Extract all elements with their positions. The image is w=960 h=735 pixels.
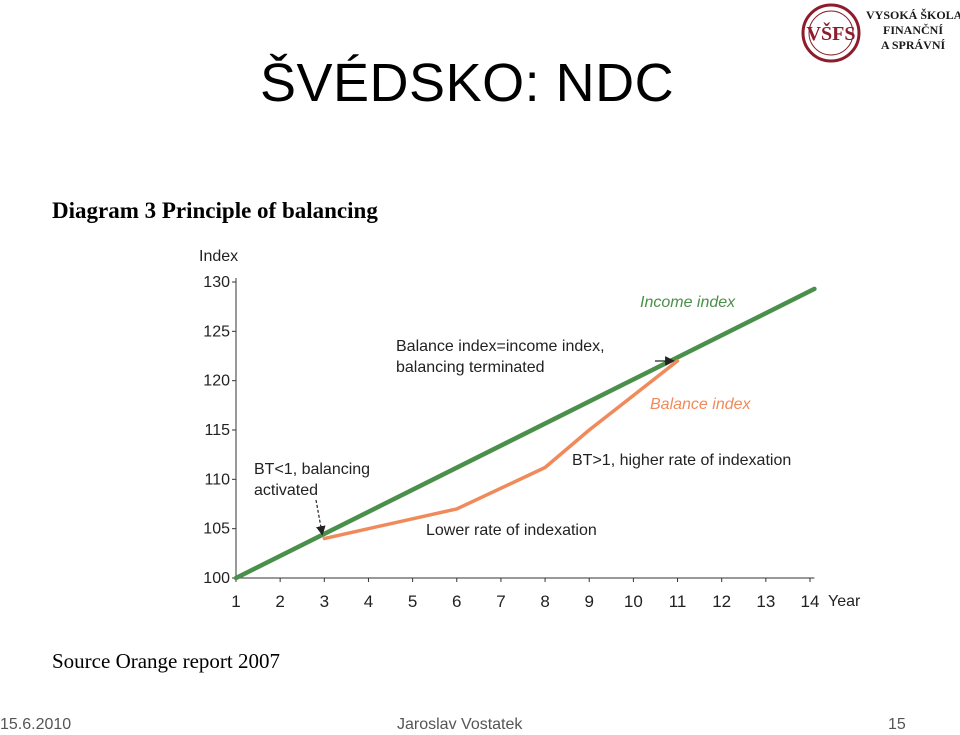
x-tick-label: 13 xyxy=(756,592,775,611)
x-tick-label: 9 xyxy=(584,592,593,611)
annotation-bt-greater: BT>1, higher rate of indexation xyxy=(572,452,791,469)
x-tick-label: 5 xyxy=(408,592,417,611)
series-label-balance-index: Balance index xyxy=(650,396,752,413)
y-tick-label: 125 xyxy=(203,323,230,340)
annotation-balance-equal: Balance index=income index, xyxy=(396,338,605,355)
x-axis-label: Year xyxy=(828,593,861,610)
series-label-income-index: Income index xyxy=(640,294,736,311)
logo-text: VYSOKÁ ŠKOLA FINANČNÍ A SPRÁVNÍ xyxy=(866,8,960,53)
series-line-balance-index xyxy=(322,359,680,541)
x-tick-label: 1 xyxy=(231,592,240,611)
x-tick-label: 2 xyxy=(275,592,284,611)
annotation-lower-rate: Lower rate of indexation xyxy=(426,522,597,539)
x-tick-label: 10 xyxy=(624,592,643,611)
y-axis-label: Index xyxy=(199,248,238,265)
x-tick-label: 14 xyxy=(801,592,820,611)
y-tick-label: 130 xyxy=(203,274,230,291)
annotation-bt-less: BT<1, balancing xyxy=(254,461,370,478)
x-tick-label: 6 xyxy=(452,592,461,611)
annotation-arrow-bt-less xyxy=(315,499,326,536)
y-tick-label: 115 xyxy=(204,422,230,439)
school-logo: VŠFS xyxy=(801,3,861,63)
footer-date: 15.6.2010 xyxy=(0,716,72,733)
footer-page-number: 15 xyxy=(888,716,906,733)
chart-title: Diagram 3 Principle of balancing xyxy=(52,198,378,223)
annotation-balance-equal-line2: balancing terminated xyxy=(396,359,545,376)
y-tick-label: 100 xyxy=(203,570,230,587)
x-tick-label: 3 xyxy=(320,592,329,611)
x-tick-label: 11 xyxy=(669,592,687,611)
logo-line: VYSOKÁ ŠKOLA xyxy=(866,8,960,22)
x-tick-label: 7 xyxy=(496,592,505,611)
logo-line: A SPRÁVNÍ xyxy=(880,38,946,52)
logo-line: FINANČNÍ xyxy=(883,23,943,37)
annotation-bt-less-line2: activated xyxy=(254,482,318,499)
source-note: Source Orange report 2007 xyxy=(52,649,281,673)
x-tick-label: 8 xyxy=(540,592,549,611)
y-tick-label: 105 xyxy=(203,521,230,538)
footer-author: Jaroslav Vostatek xyxy=(397,716,523,733)
logo-seal-icon xyxy=(801,3,861,63)
slide-title: ŠVÉDSKO: NDC xyxy=(260,53,675,113)
series-line-income-index xyxy=(233,286,817,581)
x-tick-label: 4 xyxy=(364,592,373,611)
y-tick-label: 120 xyxy=(203,373,230,390)
x-tick-label: 12 xyxy=(712,592,731,611)
svg-text:VŠFS: VŠFS xyxy=(807,21,856,45)
y-tick-label: 110 xyxy=(204,471,230,488)
